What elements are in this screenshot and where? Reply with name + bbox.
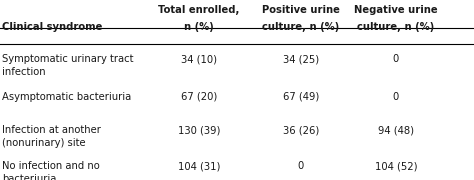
Text: 104 (31): 104 (31) (178, 161, 220, 171)
Text: Total enrolled,: Total enrolled, (158, 5, 240, 15)
Text: Clinical syndrome: Clinical syndrome (2, 22, 103, 32)
Text: 94 (48): 94 (48) (378, 125, 414, 135)
Text: Negative urine: Negative urine (354, 5, 438, 15)
Text: 104 (52): 104 (52) (374, 161, 417, 171)
Text: Infection at another
(nonurinary) site: Infection at another (nonurinary) site (2, 125, 101, 148)
Text: 0: 0 (298, 161, 304, 171)
Text: culture, n (%): culture, n (%) (263, 22, 339, 32)
Text: 67 (49): 67 (49) (283, 92, 319, 102)
Text: 67 (20): 67 (20) (181, 92, 217, 102)
Text: 34 (25): 34 (25) (283, 54, 319, 64)
Text: 34 (10): 34 (10) (181, 54, 217, 64)
Text: 130 (39): 130 (39) (178, 125, 220, 135)
Text: No infection and no
bacteriuria: No infection and no bacteriuria (2, 161, 100, 180)
Text: Positive urine: Positive urine (262, 5, 340, 15)
Text: 0: 0 (392, 92, 399, 102)
Text: culture, n (%): culture, n (%) (357, 22, 434, 32)
Text: 36 (26): 36 (26) (283, 125, 319, 135)
Text: 0: 0 (392, 54, 399, 64)
Text: Asymptomatic bacteriuria: Asymptomatic bacteriuria (2, 92, 132, 102)
Text: Symptomatic urinary tract
infection: Symptomatic urinary tract infection (2, 54, 134, 77)
Text: n (%): n (%) (184, 22, 214, 32)
